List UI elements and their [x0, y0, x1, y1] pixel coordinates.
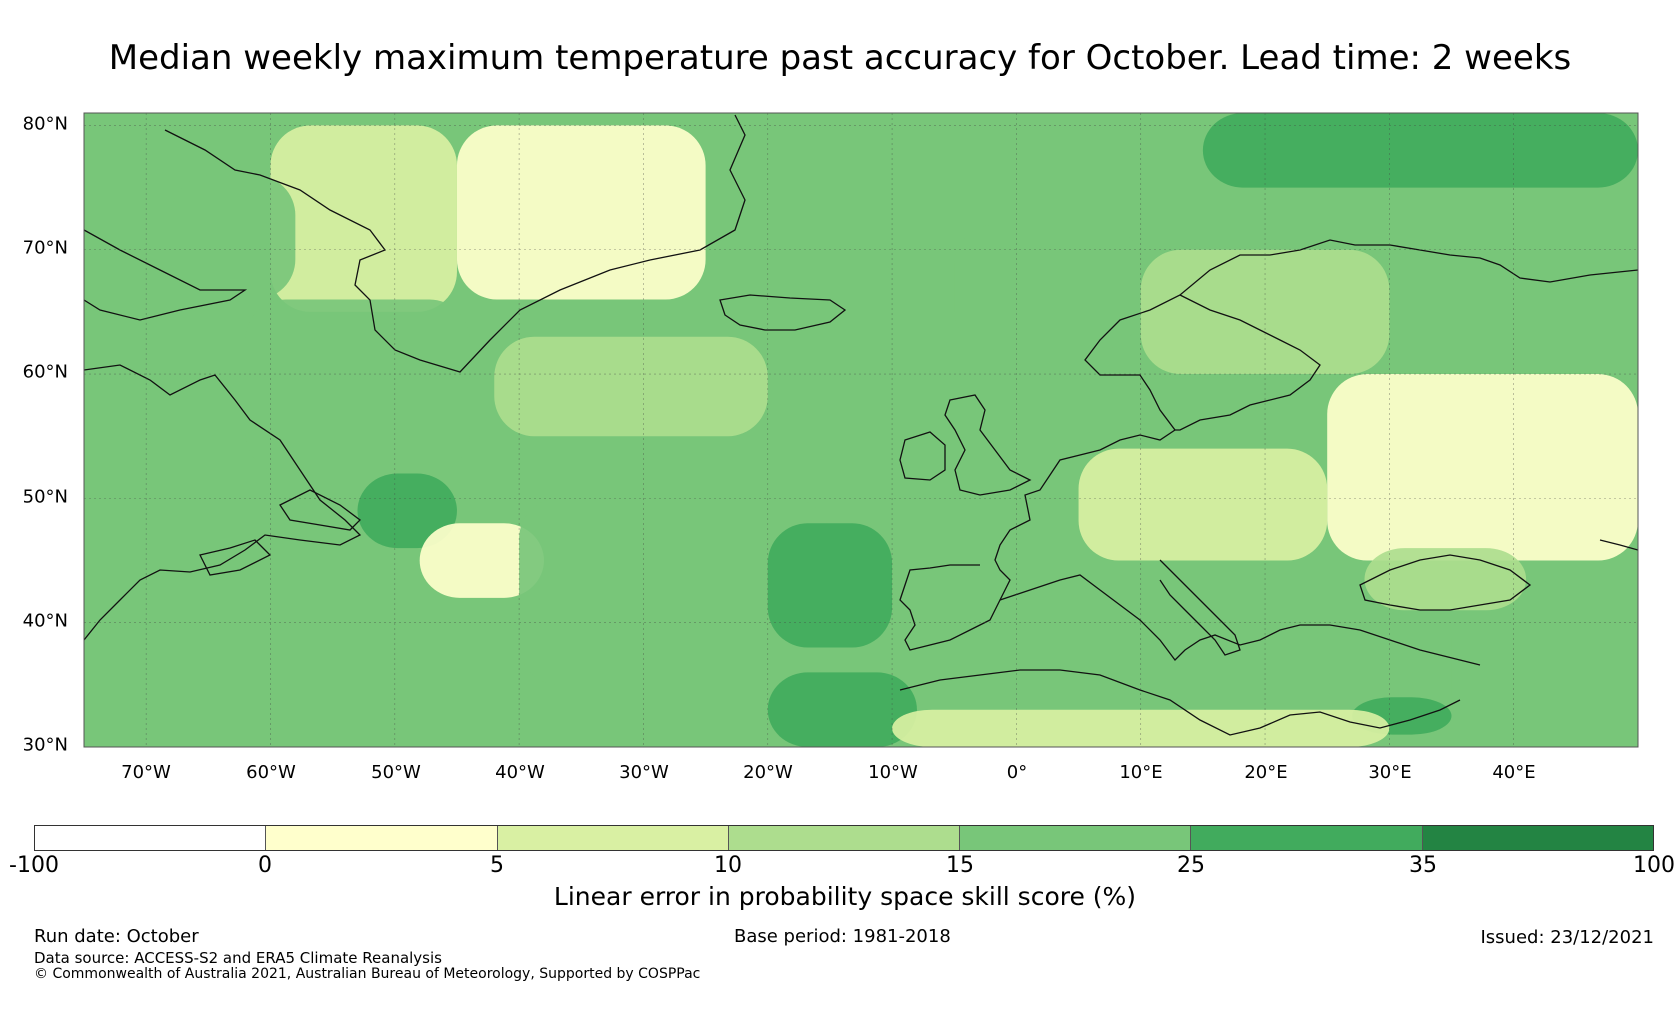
skill-region-black-sea: [1364, 548, 1527, 611]
lon-label-70w: 70°W: [121, 762, 171, 783]
colorbar-tick-10: 10: [714, 853, 742, 878]
lon-label-10e: 10°E: [1119, 762, 1163, 783]
lat-label-70n: 70°N: [22, 237, 68, 259]
lon-label-50w: 50°W: [371, 762, 421, 783]
base-period: Base period: 1981-2018: [734, 926, 951, 947]
coastline-italy: [1159, 559, 1241, 656]
coastline-baltic: [1175, 294, 1321, 431]
graticule: [84, 113, 1638, 747]
colorbar-tick-15: 15: [946, 853, 974, 878]
colorbar-segment: [1422, 826, 1653, 850]
run-date: Run date: October: [34, 926, 199, 947]
skill-region-newfoundland-offshore: [357, 473, 457, 549]
lat-label-80n: 80°N: [22, 113, 68, 135]
lon-label-0: 0°: [1006, 762, 1028, 783]
coastline-europe: [899, 239, 1638, 651]
colorbar-tick-minus100: -100: [9, 853, 59, 878]
skill-region-mediterranean: [991, 597, 1452, 735]
issued-date: Issued: 23/12/2021: [1480, 927, 1654, 948]
coastline-baffin: [84, 229, 248, 321]
colorbar-segment: [497, 826, 729, 850]
copyright: © Commonwealth of Australia 2021, Austra…: [34, 966, 701, 982]
colorbar-tick-25: 25: [1177, 853, 1205, 878]
skill-region-canary-region: [767, 672, 917, 747]
skill-region-svalbard-barents: [1202, 113, 1638, 188]
coastline-iceland: [719, 294, 847, 331]
colorbar-segment: [1191, 826, 1423, 850]
skill-region-labrador-sea: [245, 299, 470, 474]
lat-label-50n: 50°N: [22, 486, 68, 508]
coastline-newfoundland: [279, 489, 361, 531]
lon-label-20e: 20°E: [1244, 762, 1288, 783]
skill-region-mid-atlantic: [519, 498, 830, 685]
chart-title: Median weekly maximum temperature past a…: [108, 38, 1572, 78]
colorbar-tick-100: 100: [1633, 853, 1675, 878]
colorbar-tick-35: 35: [1409, 853, 1437, 878]
colorbar: [34, 825, 1654, 851]
skill-region-greenland-interior: [456, 125, 706, 300]
lon-label-60w: 60°W: [246, 762, 296, 783]
skill-region-eastern-europe: [1327, 374, 1638, 561]
coastline-nova-scotia: [199, 539, 272, 576]
data-source: Data source: ACCESS-S2 and ERA5 Climate …: [34, 949, 442, 967]
colorbar-label: Linear error in probability space skill …: [553, 882, 1137, 911]
colorbar-tick-5: 5: [490, 853, 504, 878]
coastline-east: [1599, 539, 1638, 551]
colorbar-segment: [960, 826, 1192, 850]
lat-label-30n: 30°N: [22, 734, 68, 756]
skill-region-scandinavia: [1140, 249, 1390, 375]
lon-label-20w: 20°W: [743, 762, 793, 783]
coastline-med-north: [999, 574, 1481, 666]
skill-regions: [171, 113, 1638, 747]
skill-region-baffin-bay: [171, 175, 296, 300]
lat-label-60n: 60°N: [22, 361, 68, 383]
lon-label-30w: 30°W: [619, 762, 669, 783]
skill-region-north-atlantic-subpolar: [494, 336, 768, 437]
colorbar-segment: [35, 826, 267, 850]
coastline-north-africa: [899, 669, 1461, 736]
lat-label-40n: 40°N: [22, 610, 68, 632]
lon-label-40e: 40°E: [1492, 762, 1536, 783]
lon-label-30e: 30°E: [1368, 762, 1412, 783]
map-frame: [83, 112, 1639, 748]
coastline-black-sea: [1359, 554, 1532, 611]
colorbar-tick-0: 0: [258, 853, 272, 878]
colorbar-segment: [728, 826, 961, 850]
lon-label-10w: 10°W: [868, 762, 918, 783]
lon-label-40w: 40°W: [495, 762, 545, 783]
coastline-greenland: [164, 114, 746, 373]
skill-region-greenland-coast-west: [270, 125, 457, 312]
coastlines: [84, 114, 1638, 736]
skill-region-norwegian-sea: [954, 224, 1141, 350]
colorbar-segment: [266, 826, 498, 850]
coastline-ireland: [899, 431, 946, 481]
coastline-britain: [944, 394, 1032, 496]
skill-region-east-atlantic-off-portugal: [767, 523, 893, 648]
skill-region-central-atlantic-bright-patch: [419, 523, 544, 598]
skill-region-central-europe: [1078, 448, 1328, 561]
